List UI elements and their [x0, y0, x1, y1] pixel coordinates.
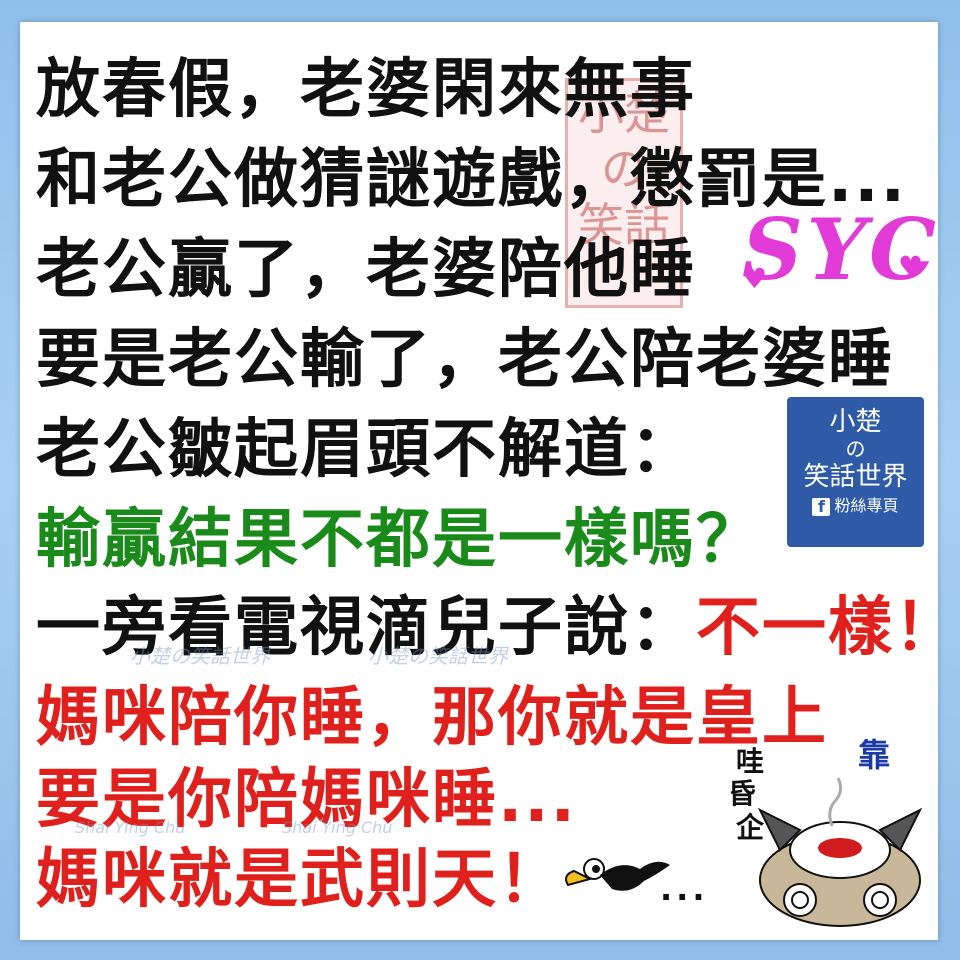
- watermark-en-2: Shai Ying Chu: [282, 818, 393, 837]
- badge-fan-page-label: 粉絲專頁: [834, 496, 899, 515]
- syc-logo: SYC: [742, 200, 941, 299]
- joke-line-5: 老公皺起眉頭不解道：: [36, 413, 696, 487]
- bird-icon: [565, 858, 670, 891]
- cat-cartoon-icon: [757, 777, 923, 927]
- badge-line-2: の: [845, 437, 866, 461]
- cat-word-4: 靠: [858, 736, 891, 774]
- joke-line-7-part-black: 一旁看電視滴兒子說：: [36, 591, 696, 665]
- joke-line-2: 和老公做猜謎遊戲，懲罰是...: [36, 143, 907, 217]
- facebook-icon: f: [812, 497, 831, 516]
- joke-line-7-part-red: 不一樣！: [696, 591, 960, 665]
- joke-line-4: 要是老公輸了，老公陪老婆睡: [36, 323, 894, 397]
- watermark-cn-1: 小楚の笑話世界: [130, 644, 270, 668]
- trailing-dots: ...: [660, 870, 709, 908]
- cat-word-1: 哇: [736, 745, 765, 778]
- joke-card: [20, 22, 938, 940]
- joke-line-8: 媽咪陪你睡，那你就是皇上: [36, 681, 828, 755]
- badge-line-1: 小楚: [829, 407, 882, 437]
- seal-line-2: の: [601, 142, 647, 196]
- watermark-en-1: Shai Ying Chu: [75, 818, 186, 837]
- joke-line-10: 媽咪就是武則天！: [36, 843, 564, 917]
- cat-word-2: 昏: [728, 777, 757, 810]
- red-seal-stamp: 小楚 の 笑話: [565, 78, 683, 308]
- heart-icon: ♥: [742, 262, 768, 295]
- watermark-cn-2: 小楚の笑話世界: [368, 644, 508, 668]
- seal-line-1: 小楚: [578, 86, 670, 140]
- badge-line-3: 笑話世界: [803, 462, 908, 492]
- joke-line-7: 一旁看電視滴兒子說：不一樣！: [36, 590, 960, 666]
- joke-line-1: 放春假，老婆閑來無事: [36, 53, 696, 127]
- heart-icon: ♥: [898, 250, 924, 283]
- facebook-page-badge: 小楚 の 笑話世界 f 粉絲專頁: [787, 397, 924, 547]
- cat-word-3: 企: [736, 811, 765, 844]
- joke-line-9: 要是你陪媽咪睡...: [36, 763, 577, 837]
- seal-line-3: 笑話: [578, 198, 670, 252]
- badge-line-4: f 粉絲專頁: [787, 493, 924, 519]
- joke-line-3: 老公贏了，老婆陪他睡: [36, 233, 696, 307]
- joke-line-6: 輸贏結果不都是一樣嗎？: [36, 503, 762, 577]
